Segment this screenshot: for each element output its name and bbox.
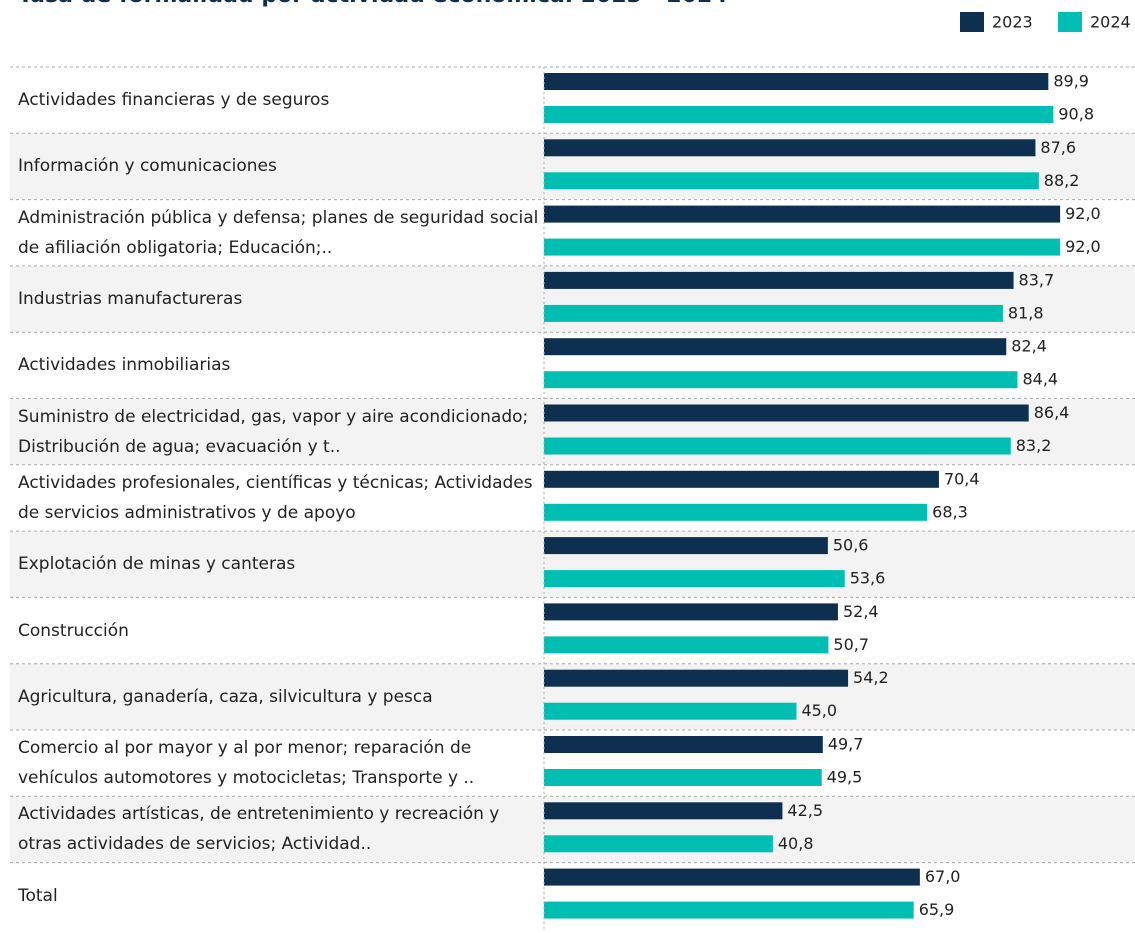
bar [544, 603, 838, 621]
bar [544, 238, 1061, 256]
bar [544, 769, 822, 786]
bar [544, 271, 1014, 289]
bar [544, 570, 845, 588]
value-label: 49,5 [827, 768, 863, 787]
value-label: 92,0 [1065, 237, 1101, 256]
category-label: Actividades artísticas, de entretenimien… [18, 804, 500, 855]
bar [544, 636, 829, 654]
value-label: 49,7 [828, 735, 864, 754]
category-label: Construcción [18, 620, 129, 641]
value-label: 53,6 [850, 569, 886, 588]
bar [544, 404, 1029, 422]
value-label: 87,6 [1040, 138, 1076, 157]
bar [544, 304, 1003, 322]
bar [544, 835, 773, 853]
category-label: Administración pública y defensa; planes… [18, 207, 539, 258]
value-label: 82,4 [1011, 337, 1047, 356]
value-label: 83,2 [1016, 436, 1052, 455]
value-label: 67,0 [925, 867, 961, 886]
bar [544, 73, 1049, 90]
bar [544, 503, 928, 521]
bar [544, 702, 797, 720]
value-label: 86,4 [1034, 403, 1070, 422]
legend-label: 2024 [1090, 13, 1131, 32]
value-label: 70,4 [944, 469, 980, 488]
bar [544, 736, 823, 753]
bar [544, 669, 849, 687]
category-label: Comercio al por mayor y al por menor; re… [18, 738, 475, 789]
bar [544, 205, 1061, 223]
value-label: 40,8 [778, 834, 814, 853]
value-label: 65,9 [919, 900, 955, 919]
value-label: 68,3 [932, 502, 968, 521]
legend-swatch [1058, 12, 1082, 32]
bar [544, 868, 920, 886]
category-label: Información y comunicaciones [18, 156, 277, 177]
value-label: 92,0 [1065, 204, 1101, 223]
value-label: 54,2 [853, 668, 889, 687]
bar [544, 537, 828, 555]
bar [544, 172, 1039, 190]
category-label: Actividades inmobiliarias [18, 355, 231, 376]
legend-label: 2023 [992, 13, 1033, 32]
bar [544, 437, 1011, 455]
value-label: 88,2 [1044, 171, 1080, 190]
category-label: Industrias manufactureras [18, 289, 243, 310]
bar [544, 106, 1054, 123]
category-label: Actividades financieras y de seguros [18, 90, 330, 111]
category-label: Explotación de minas y canteras [18, 554, 296, 575]
category-label: Suministro de electricidad, gas, vapor y… [18, 406, 529, 457]
bar [544, 901, 914, 919]
value-label: 84,4 [1022, 370, 1058, 389]
category-label: Agricultura, ganadería, caza, silvicultu… [18, 686, 433, 707]
bar [544, 139, 1036, 157]
bar [544, 470, 939, 488]
value-label: 50,7 [833, 635, 869, 654]
legend-swatch [960, 12, 984, 32]
bar [544, 371, 1018, 389]
category-label: Total [18, 885, 58, 906]
value-label: 89,9 [1053, 72, 1089, 91]
value-label: 90,8 [1058, 105, 1094, 124]
value-label: 42,5 [787, 801, 823, 820]
category-label: Actividades profesionales, científicas y… [18, 472, 533, 523]
value-label: 50,6 [833, 536, 869, 555]
value-label: 52,4 [843, 602, 879, 621]
bar [544, 338, 1007, 356]
bar [544, 802, 783, 820]
value-label: 45,0 [801, 701, 837, 720]
chart-title: Tasa de formalidad por actividad económi… [18, 0, 728, 8]
value-label: 83,7 [1019, 270, 1055, 289]
value-label: 81,8 [1008, 303, 1044, 322]
